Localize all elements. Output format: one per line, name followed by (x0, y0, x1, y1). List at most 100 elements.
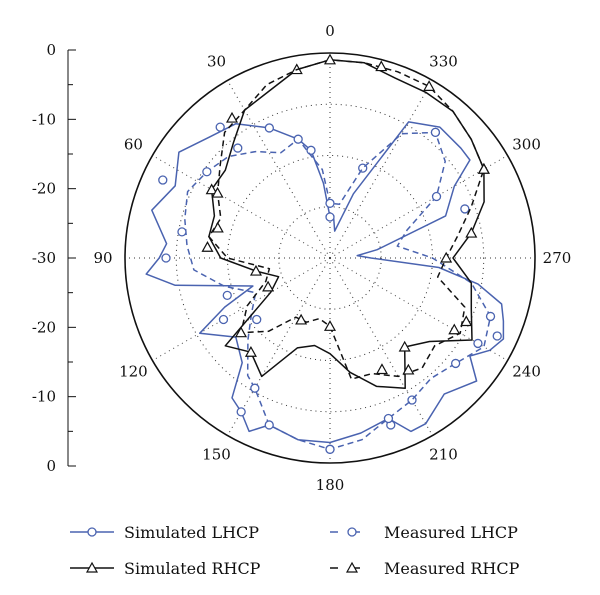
grid-spoke (329, 155, 508, 259)
grid-spoke (152, 257, 331, 361)
angle-label: 30 (207, 52, 226, 70)
data-point (325, 198, 335, 208)
legend-marker (345, 561, 359, 573)
grid-spoke (152, 155, 331, 259)
series-layer (145, 53, 505, 454)
legend-label: Simulated RHCP (124, 559, 261, 578)
data-point (218, 314, 229, 325)
data-point (252, 314, 262, 325)
data-point (448, 323, 461, 335)
data-point (264, 420, 274, 430)
legend-item: Measured RHCP (330, 559, 520, 578)
data-point (295, 313, 308, 325)
data-point (158, 175, 168, 185)
data-point (398, 340, 411, 352)
data-point (244, 345, 257, 357)
legend: Simulated LHCP Measured LHCP Simulated RHC… (70, 523, 520, 578)
series-line (208, 59, 485, 389)
radial-axis: 0 -10 -20 -30 -20 -10 0 (32, 41, 76, 475)
data-point (233, 143, 243, 153)
data-point (485, 311, 496, 322)
data-point (177, 227, 187, 237)
angle-label: 120 (119, 363, 148, 381)
data-point (234, 326, 248, 338)
angle-label: 210 (429, 446, 458, 464)
radial-tick-label: -10 (32, 110, 56, 128)
data-point (262, 280, 275, 292)
grid-spoke (227, 80, 331, 259)
grid-ring (278, 206, 382, 310)
legend-marker (87, 527, 97, 537)
angle-label: 60 (124, 136, 143, 154)
outer-ring (124, 52, 536, 464)
data-point (450, 358, 461, 369)
data-point (375, 363, 389, 375)
data-point (325, 212, 335, 222)
polar-grid (124, 52, 536, 464)
data-point (325, 444, 335, 454)
data-point (383, 413, 394, 424)
legend-marker (85, 561, 99, 573)
data-point (202, 167, 212, 177)
series-line (208, 59, 485, 380)
data-point (201, 241, 214, 252)
legend-item: Simulated LHCP (70, 523, 259, 542)
data-point (431, 191, 442, 202)
radial-tick-label: 0 (46, 457, 56, 475)
data-point (161, 253, 171, 263)
series-measured-lhcp (177, 127, 496, 454)
series-line (145, 121, 505, 444)
legend-item: Simulated RHCP (70, 559, 261, 578)
data-point (264, 123, 275, 133)
grid-spoke (329, 257, 433, 436)
angle-label: 0 (325, 22, 335, 40)
angle-label: 240 (512, 363, 541, 381)
angle-label: 270 (543, 249, 572, 267)
radial-tick-label: -20 (32, 180, 56, 198)
radial-tick-label: -10 (32, 388, 56, 406)
grid-ring (175, 103, 485, 413)
data-point (460, 204, 470, 214)
angle-label: 180 (316, 476, 345, 494)
data-point (293, 134, 303, 144)
data-point (430, 127, 441, 138)
angle-label: 330 (429, 52, 458, 70)
data-point (250, 383, 260, 393)
data-point (211, 221, 224, 233)
legend-marker (347, 527, 357, 537)
series-simulated-lhcp (145, 121, 505, 454)
radial-tick-label: 0 (46, 41, 56, 59)
angle-label: 150 (202, 446, 231, 464)
data-point (205, 183, 218, 195)
legend-label: Simulated LHCP (124, 523, 259, 542)
data-point (477, 162, 490, 174)
data-point (225, 111, 239, 123)
legend-label: Measured LHCP (384, 523, 518, 542)
data-point (423, 80, 436, 91)
data-point (306, 145, 316, 155)
data-point (402, 363, 415, 375)
data-point (460, 315, 473, 327)
legend-label: Measured RHCP (384, 559, 520, 578)
data-point (375, 60, 388, 72)
angle-label: 90 (93, 249, 112, 267)
series-measured-rhcp (201, 53, 490, 380)
data-point (473, 338, 483, 349)
data-point (211, 186, 224, 198)
data-point (465, 226, 478, 238)
data-point (249, 264, 262, 276)
angle-labels: 0 30 60 90 120 150 180 210 240 270 300 330 (93, 22, 571, 494)
series-simulated-rhcp (205, 59, 490, 389)
data-point (440, 251, 453, 263)
data-point (492, 331, 502, 341)
grid-spoke (227, 257, 331, 436)
data-point (215, 122, 225, 132)
radial-tick-label: -30 (32, 249, 56, 267)
data-point (236, 407, 246, 417)
data-point (323, 53, 337, 65)
series-line (184, 131, 492, 451)
data-point (222, 290, 232, 301)
angle-label: 300 (512, 136, 541, 154)
legend-item: Measured LHCP (330, 523, 518, 542)
